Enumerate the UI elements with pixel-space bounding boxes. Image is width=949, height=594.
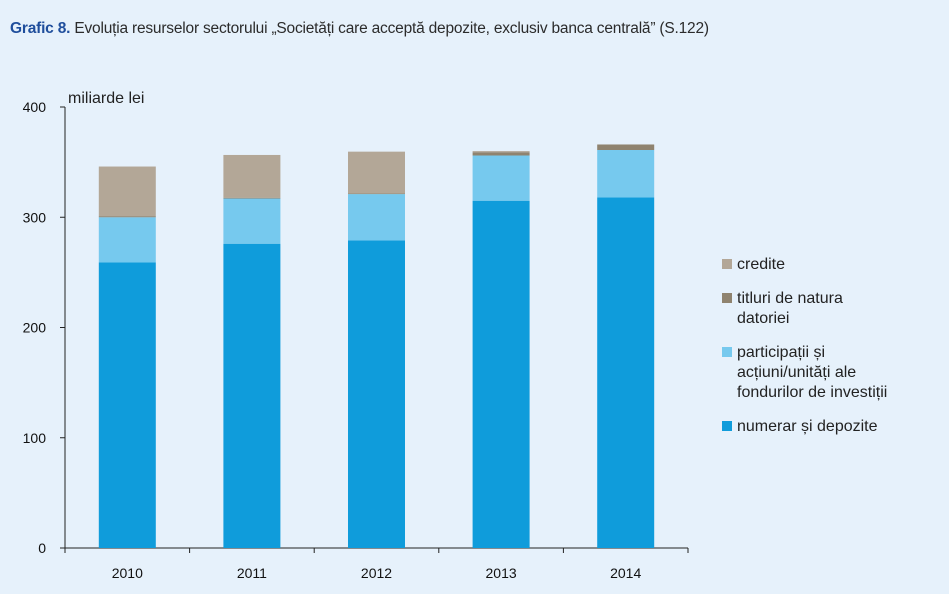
x-axis: 2010 2011 2012 2013 2014 (64, 547, 689, 581)
legend-swatch (722, 259, 732, 269)
bar-segment-1 (597, 197, 655, 548)
legend-label: acțiuni/unități ale (737, 364, 856, 381)
y-tick-label: 100 (23, 430, 47, 446)
bar-segment-4 (348, 151, 405, 194)
y-unit-label: miliarde lei (68, 90, 144, 107)
bar-segment-2 (348, 194, 405, 241)
bar-segment-3 (98, 216, 156, 218)
legend-swatch (722, 347, 732, 357)
bar-segment-2 (472, 155, 530, 201)
y-tick-label: 400 (23, 99, 47, 115)
chart-title: Grafic 8. Evoluția resurselor sectorului… (10, 20, 940, 38)
bar-segment-3 (348, 193, 405, 195)
legend-item: credite (722, 256, 785, 273)
legend-label: credite (737, 256, 785, 273)
legend-label: numerar și depozite (737, 418, 878, 435)
figure-title-text: Evoluția resurselor sectorului „Societăț… (74, 20, 709, 37)
legend-item: participații și acțiuni/unități ale fondur… (722, 344, 887, 401)
bar-segment-4 (98, 166, 156, 217)
bar-segment-1 (98, 262, 156, 548)
bars (98, 144, 655, 548)
bar-segment-1 (348, 240, 405, 548)
figure-label: Grafic 8. (10, 20, 71, 37)
legend-swatch (722, 421, 732, 431)
bar-segment-2 (223, 198, 281, 244)
legend: credite titluri de natura datoriei particip… (722, 256, 887, 435)
x-tick-label: 2010 (112, 565, 143, 581)
bar-segment-4 (472, 151, 530, 153)
bar-segment-1 (223, 243, 281, 548)
bar-segment-2 (597, 149, 655, 198)
bar-segment-4 (223, 154, 281, 198)
bar-segment-3 (472, 152, 530, 156)
y-tick-label: 300 (23, 209, 47, 225)
legend-swatch (722, 293, 732, 303)
x-tick-label: 2014 (610, 565, 641, 581)
x-tick-label: 2013 (486, 565, 517, 581)
y-tick-label: 200 (23, 320, 47, 336)
legend-item: numerar și depozite (722, 418, 878, 435)
y-tick-label: 0 (38, 540, 46, 556)
bar-segment-2 (98, 217, 156, 263)
bar-segment-1 (472, 200, 530, 548)
legend-item: titluri de natura datoriei (722, 290, 843, 327)
bar-segment-3 (597, 144, 655, 150)
legend-label: titluri de natura (737, 290, 843, 307)
legend-label: datoriei (737, 310, 789, 327)
legend-label: participații și (737, 344, 825, 361)
bar-segment-3 (223, 197, 281, 199)
y-axis: 0 100 200 300 400 miliarde lei (23, 90, 145, 556)
legend-label: fondurilor de investiții (737, 384, 887, 401)
x-tick-label: 2012 (361, 565, 392, 581)
x-tick-label: 2011 (237, 565, 267, 581)
